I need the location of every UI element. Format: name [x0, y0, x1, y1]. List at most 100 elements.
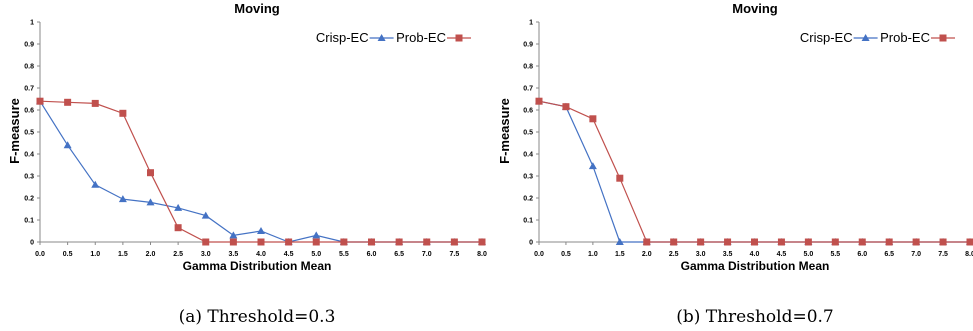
x-tick-label: 4.0: [750, 251, 760, 258]
y-axis-label: F-measure: [7, 98, 22, 164]
y-tick-label: 0.8: [24, 64, 34, 71]
x-tick-label: 1.5: [118, 251, 128, 258]
data-point-crisp-ec: [201, 211, 210, 219]
data-point-prob-ec: [885, 238, 893, 246]
legend-marker-prob-ec: [455, 34, 463, 42]
data-point-prob-ec: [119, 109, 127, 117]
x-tick-label: 2.5: [669, 251, 679, 258]
data-point-prob-ec: [229, 238, 237, 246]
data-point-crisp-ec: [146, 198, 155, 206]
x-tick-label: 2.5: [173, 251, 183, 258]
x-tick-label: 0.0: [35, 251, 45, 258]
figure-caption: (a) Threshold=0.3: [179, 307, 336, 327]
data-point-prob-ec: [340, 238, 348, 246]
data-point-crisp-ec: [312, 231, 321, 239]
x-tick-label: 0.5: [561, 251, 571, 258]
x-tick-label: 5.5: [339, 251, 349, 258]
x-tick-label: 6.0: [367, 251, 377, 258]
data-point-prob-ec: [804, 238, 812, 246]
x-tick-label: 7.5: [450, 251, 460, 258]
x-tick-label: 6.5: [394, 251, 404, 258]
legend-label-prob-ec: Prob-EC: [880, 30, 930, 45]
data-point-prob-ec: [64, 98, 72, 106]
y-tick-label: 0.7: [24, 86, 34, 93]
data-point-crisp-ec: [118, 195, 127, 203]
x-axis-label: Gamma Distribution Mean: [681, 259, 830, 273]
chart-title: Moving: [234, 1, 280, 16]
x-tick-label: 1.0: [588, 251, 598, 258]
x-tick-label: 4.0: [256, 251, 266, 258]
x-tick-label: 0.0: [534, 251, 544, 258]
x-tick-label: 6.5: [884, 251, 894, 258]
x-tick-label: 1.5: [615, 251, 625, 258]
data-point-prob-ec: [724, 238, 732, 246]
series-line-prob-ec: [538, 100, 970, 243]
x-tick-label: 7.0: [911, 251, 921, 258]
legend-label-crisp-ec: Crisp-EC: [316, 30, 369, 45]
y-tick-label: 0.9: [523, 42, 533, 49]
x-tick-label: 5.0: [804, 251, 814, 258]
x-tick-label: 2.0: [642, 251, 652, 258]
y-tick-label: 1: [529, 20, 533, 27]
data-point-prob-ec: [966, 238, 973, 246]
y-tick-label: 0.9: [24, 42, 34, 49]
x-tick-label: 1.0: [90, 251, 100, 258]
data-point-prob-ec: [912, 238, 920, 246]
x-tick-label: 3.5: [723, 251, 733, 258]
chart-0: 0 0.1 0.2 0.3 0.4 0.5 0.6 0.7 0.8 0.9 1 0.0 0.5 1.0 1.…: [7, 1, 487, 327]
y-tick-label: 0.4: [24, 152, 34, 159]
x-tick-label: 7.0: [422, 251, 432, 258]
x-tick-label: 5.5: [830, 251, 840, 258]
x-tick-label: 3.0: [696, 251, 706, 258]
y-tick-label: 0.8: [523, 64, 533, 71]
data-point-prob-ec: [368, 238, 375, 246]
data-point-crisp-ec: [63, 141, 72, 149]
y-tick-label: 0.4: [523, 152, 533, 159]
y-tick-label: 0.2: [24, 196, 34, 203]
data-point-crisp-ec: [615, 238, 624, 245]
legend-marker-crisp-ec: [861, 34, 870, 41]
x-tick-label: 3.5: [229, 251, 239, 258]
data-point-crisp-ec: [229, 231, 238, 239]
y-tick-label: 0.6: [24, 108, 34, 115]
y-tick-label: 0.5: [24, 130, 34, 137]
series-line-crisp-ec: [538, 100, 970, 243]
data-point-prob-ec: [751, 238, 758, 246]
data-point-crisp-ec: [174, 203, 183, 211]
chart-1: 0 0.1 0.2 0.3 0.4 0.5 0.6 0.7 0.8 0.9 1 0.0 0.5 1.0 1.…: [497, 1, 973, 327]
data-point-prob-ec: [36, 97, 44, 105]
data-point-crisp-ec: [257, 227, 265, 234]
y-tick-label: 0.3: [24, 174, 34, 181]
data-point-prob-ec: [257, 238, 265, 246]
figure-caption: (b) Threshold=0.7: [676, 307, 834, 327]
x-tick-label: 8.0: [965, 251, 973, 258]
legend-marker-prob-ec: [939, 34, 947, 42]
y-axis-label: F-measure: [497, 98, 512, 164]
data-point-prob-ec: [697, 238, 705, 246]
data-point-prob-ec: [312, 238, 320, 246]
data-point-prob-ec: [423, 238, 431, 246]
data-point-prob-ec: [939, 238, 947, 246]
data-point-prob-ec: [589, 115, 597, 123]
chart-title: Moving: [732, 1, 778, 16]
data-point-prob-ec: [670, 238, 678, 246]
y-tick-label: 0.1: [523, 218, 533, 225]
x-tick-label: 5.0: [311, 251, 321, 258]
data-point-prob-ec: [643, 238, 651, 246]
legend-label-crisp-ec: Crisp-EC: [800, 30, 853, 45]
data-point-prob-ec: [858, 238, 866, 246]
x-tick-label: 4.5: [284, 251, 294, 258]
data-point-crisp-ec: [91, 180, 100, 188]
x-tick-label: 4.5: [777, 251, 787, 258]
data-point-prob-ec: [478, 238, 486, 246]
y-tick-label: 1: [30, 20, 34, 27]
y-tick-label: 0.7: [523, 86, 533, 93]
x-tick-label: 2.0: [146, 251, 156, 258]
x-tick-label: 3.0: [201, 251, 211, 258]
data-point-crisp-ec: [588, 162, 597, 170]
y-tick-label: 0.3: [523, 174, 533, 181]
data-point-prob-ec: [562, 103, 570, 111]
x-tick-label: 6.0: [857, 251, 867, 258]
series-line-crisp-ec: [39, 100, 482, 243]
x-tick-label: 7.5: [938, 251, 948, 258]
